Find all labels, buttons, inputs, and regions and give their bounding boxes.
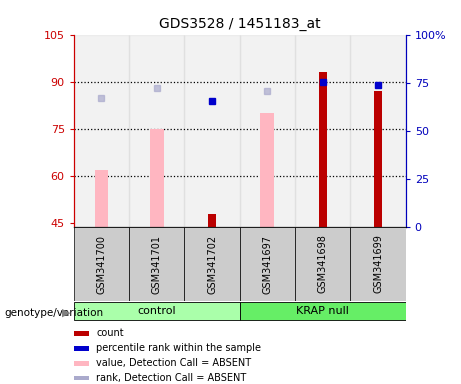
Text: percentile rank within the sample: percentile rank within the sample: [96, 343, 261, 353]
Bar: [208, 214, 216, 227]
Bar: [74, 35, 129, 227]
Bar: [184, 227, 240, 301]
Bar: [95, 170, 108, 227]
Bar: [74, 376, 89, 381]
Bar: [129, 35, 184, 227]
Bar: [350, 35, 406, 227]
Text: genotype/variation: genotype/variation: [5, 308, 104, 318]
Bar: [74, 361, 89, 366]
Text: control: control: [137, 306, 176, 316]
Text: GSM341699: GSM341699: [373, 235, 383, 293]
Text: ▶: ▶: [62, 308, 71, 318]
Text: count: count: [96, 328, 124, 338]
Bar: [74, 227, 129, 301]
Bar: [319, 72, 327, 227]
Bar: [295, 227, 350, 301]
Text: value, Detection Call = ABSENT: value, Detection Call = ABSENT: [96, 358, 252, 368]
Text: GSM341701: GSM341701: [152, 235, 162, 293]
Bar: [150, 129, 164, 227]
Text: KRAP null: KRAP null: [296, 306, 349, 316]
Bar: [240, 302, 406, 320]
Title: GDS3528 / 1451183_at: GDS3528 / 1451183_at: [159, 17, 320, 31]
Bar: [374, 91, 382, 227]
Bar: [240, 35, 295, 227]
Text: GSM341700: GSM341700: [96, 235, 106, 293]
Bar: [74, 331, 89, 336]
Text: GSM341698: GSM341698: [318, 235, 328, 293]
Bar: [74, 346, 89, 351]
Bar: [350, 227, 406, 301]
Text: GSM341697: GSM341697: [262, 235, 272, 293]
Bar: [260, 113, 274, 227]
Text: GSM341702: GSM341702: [207, 235, 217, 293]
Bar: [74, 302, 240, 320]
Bar: [184, 35, 240, 227]
Bar: [240, 227, 295, 301]
Bar: [295, 35, 350, 227]
Text: rank, Detection Call = ABSENT: rank, Detection Call = ABSENT: [96, 373, 247, 383]
Bar: [129, 227, 184, 301]
